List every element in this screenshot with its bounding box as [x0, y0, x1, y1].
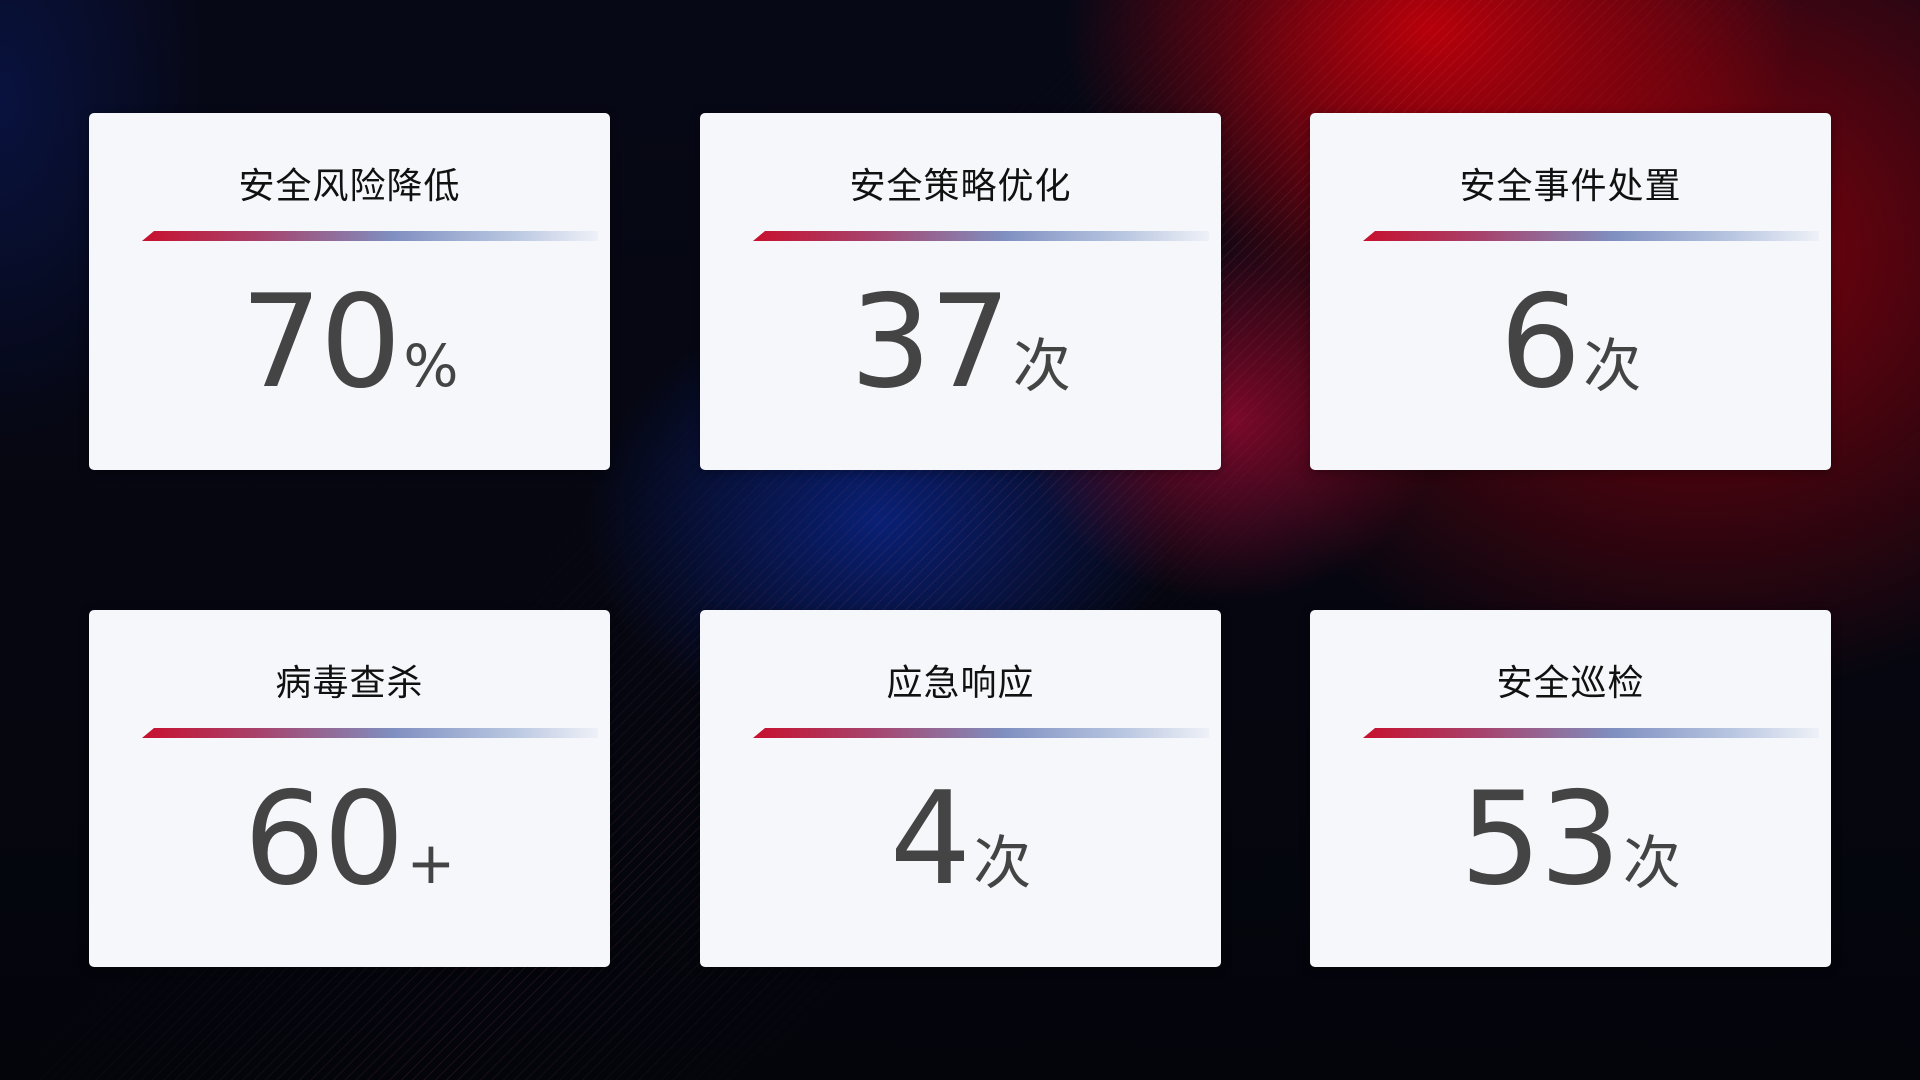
value-unit: % — [403, 332, 459, 400]
value-number: 37 — [850, 268, 1011, 417]
stat-card-security-patrol: 安全巡检 53次 — [1310, 610, 1831, 967]
card-value: 37次 — [700, 268, 1221, 417]
stat-card-virus-removal: 病毒查杀 60+ — [89, 610, 610, 967]
card-title: 安全风险降低 — [238, 166, 461, 207]
value-number: 6 — [1499, 268, 1581, 417]
card-title: 安全策略优化 — [849, 166, 1072, 207]
stat-card-policy-optimization: 安全策略优化 37次 — [700, 113, 1221, 470]
value-number: 53 — [1460, 765, 1621, 914]
card-title: 安全巡检 — [1496, 663, 1645, 704]
card-title: 安全事件处置 — [1459, 166, 1682, 207]
card-divider — [142, 728, 598, 738]
value-unit: 次 — [1012, 332, 1071, 400]
card-divider — [753, 231, 1209, 241]
card-value: 4次 — [700, 765, 1221, 914]
value-unit: 次 — [1622, 829, 1681, 897]
card-divider — [1363, 728, 1819, 738]
value-number: 70 — [240, 268, 402, 417]
card-divider — [753, 728, 1209, 738]
card-divider — [1363, 231, 1819, 241]
card-value: 6次 — [1310, 268, 1831, 417]
card-title: 病毒查杀 — [275, 663, 424, 704]
card-divider — [142, 231, 598, 241]
stat-card-risk-reduction: 安全风险降低 70% — [89, 113, 610, 470]
card-value: 60+ — [89, 765, 610, 914]
value-unit: 次 — [1583, 332, 1642, 400]
card-title: 应急响应 — [886, 663, 1035, 704]
value-number: 60 — [243, 765, 405, 914]
card-value: 53次 — [1310, 765, 1831, 914]
card-value: 70% — [89, 268, 610, 417]
stat-card-emergency-response: 应急响应 4次 — [700, 610, 1221, 967]
value-unit: 次 — [973, 829, 1032, 897]
stat-card-incident-handling: 安全事件处置 6次 — [1310, 113, 1831, 470]
value-number: 4 — [889, 765, 971, 914]
value-unit: + — [406, 829, 456, 897]
